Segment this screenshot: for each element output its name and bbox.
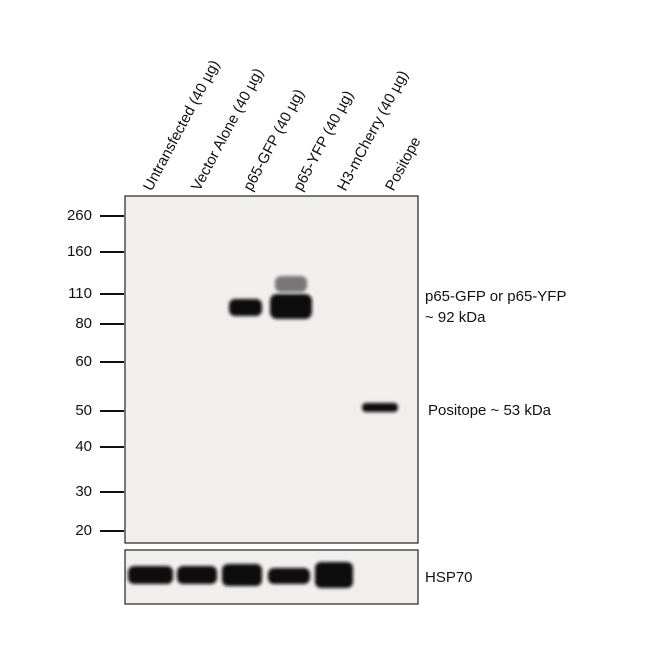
band xyxy=(222,564,262,586)
band xyxy=(177,566,217,584)
band xyxy=(229,299,262,316)
annotation: Positope ~ 53 kDa xyxy=(428,402,552,419)
band xyxy=(268,568,310,584)
marker-label: 80 xyxy=(75,315,92,332)
band xyxy=(270,294,312,319)
marker-label: 40 xyxy=(75,438,92,455)
marker-label: 60 xyxy=(75,353,92,370)
annotation: ~ 92 kDa xyxy=(425,309,486,326)
marker-label: 50 xyxy=(75,402,92,419)
marker-label: 160 xyxy=(67,243,92,260)
marker-label: 110 xyxy=(68,285,92,302)
band xyxy=(128,566,173,584)
annotation: p65-GFP or p65-YFP xyxy=(425,288,566,305)
main-blot xyxy=(124,195,419,544)
bands xyxy=(128,276,398,588)
annotation: HSP70 xyxy=(425,569,473,586)
marker-label: 30 xyxy=(75,483,92,500)
marker-label: 20 xyxy=(75,522,92,539)
band-smear xyxy=(275,276,307,292)
lane-label: Positope xyxy=(382,134,424,194)
band xyxy=(362,403,398,412)
band xyxy=(315,562,353,588)
marker-label: 260 xyxy=(67,207,92,224)
